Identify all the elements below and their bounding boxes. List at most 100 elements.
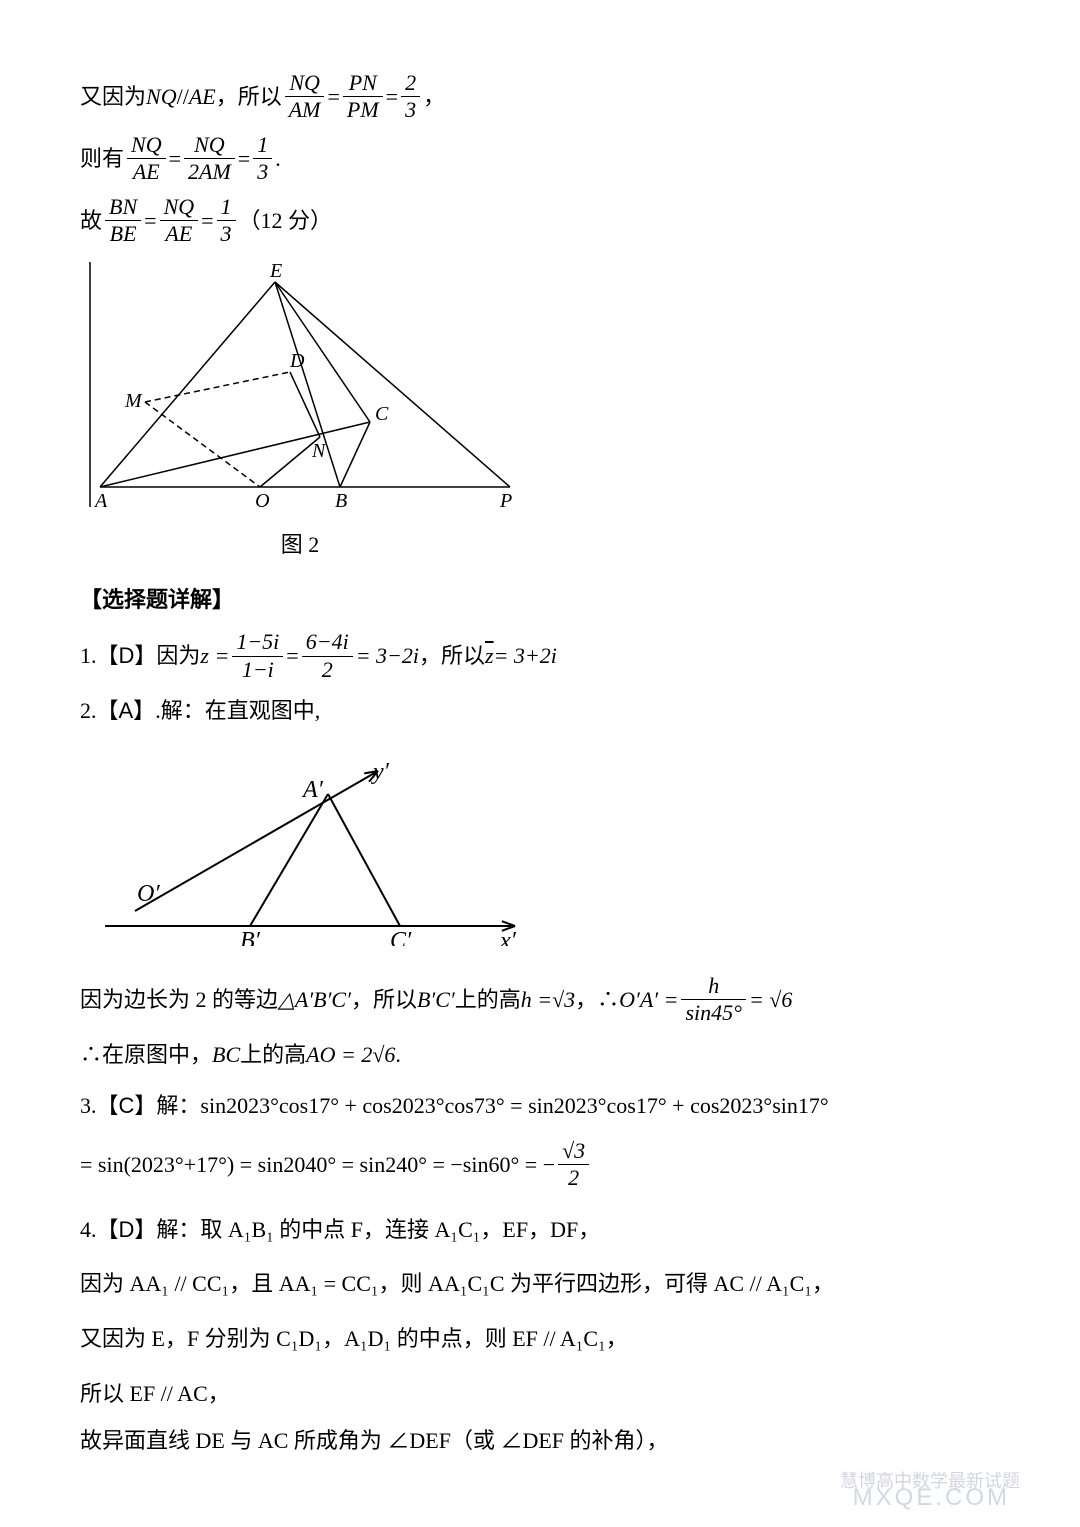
triangle: △A′B′C′ xyxy=(278,980,351,1020)
period: . xyxy=(395,1035,401,1075)
comma: ， xyxy=(423,77,445,117)
proof-line-2: 则有 NQAE = NQ2AM = 13 . xyxy=(80,132,1000,186)
q-label: 4. xyxy=(80,1210,97,1250)
expr: sin2023°cos17° + cos2023°cos73° = sin202… xyxy=(200,1086,828,1126)
svg-text:C: C xyxy=(375,403,389,425)
text: 因为 xyxy=(156,636,200,676)
h-eq: h = xyxy=(521,980,552,1020)
q-answer: 【A】 xyxy=(97,691,156,731)
question-1: 1. 【D】 因为 z = 1−5i1−i = 6−4i2 = 3−2i ，所以… xyxy=(80,629,1000,683)
fraction: NQAM xyxy=(285,70,325,124)
eq: = xyxy=(144,201,156,241)
oa: O′A′ = xyxy=(619,980,678,1020)
text: 又因为 E，F 分别为 C₁D₁，A₁D₁ 的中点，则 EF // A₁C₁， xyxy=(80,1319,628,1359)
question-4-line-5: 故异面直线 DE 与 AC 所成角为 ∠DEF（或 ∠DEF 的补角）， xyxy=(80,1421,1000,1461)
text: 解：取 A₁B₁ 的中点 F，连接 A₁C₁，EF，DF， xyxy=(156,1210,600,1250)
proof-line-1: 又因为 NQ // AE ，所以 NQAM = PNPM = 23 ， xyxy=(80,70,1000,124)
svg-text:Q: Q xyxy=(255,490,270,507)
text: 则有 xyxy=(80,139,124,179)
svg-text:x′: x′ xyxy=(499,928,517,946)
period: . xyxy=(275,139,281,179)
q-label: 1. xyxy=(80,636,97,676)
section-header: 【选择题详解】 xyxy=(80,580,1000,620)
eq: = xyxy=(238,139,250,179)
var-ae: AE xyxy=(189,77,216,117)
question-2-line-2: 因为边长为 2 的等边 △A′B′C′ ，所以 B′C′ 上的高 h = √3 … xyxy=(80,973,1000,1027)
eq: = xyxy=(169,139,181,179)
question-2-line-3: ∴在原图中， BC 上的高 AO = 2√6 . xyxy=(80,1035,1000,1075)
eq: = xyxy=(386,77,398,117)
text: 上的高 xyxy=(455,980,521,1020)
text: 因为边长为 2 的等边 xyxy=(80,980,278,1020)
parallel: // xyxy=(177,77,189,117)
svg-text:A: A xyxy=(93,490,108,507)
fraction: NQAE xyxy=(160,194,199,248)
question-4-line-4: 所以 EF // AC， xyxy=(80,1374,1000,1414)
svg-text:B: B xyxy=(335,490,347,507)
question-3-line-1: 3. 【C】 解： sin2023°cos17° + cos2023°cos73… xyxy=(80,1086,1000,1126)
bc: B′C′ xyxy=(417,980,455,1020)
question-4-line-2: 因为 AA₁ // CC₁，且 AA₁ = CC₁，则 AA₁C₁C 为平行四边… xyxy=(80,1264,1000,1304)
svg-text:A′: A′ xyxy=(301,777,324,803)
text: ，所以 xyxy=(419,636,485,676)
text: ，所以 xyxy=(351,980,417,1020)
sqrt3: √3 xyxy=(552,980,575,1020)
text: 所以 EF // AC， xyxy=(80,1374,230,1414)
q-answer: 【D】 xyxy=(97,636,157,676)
fraction: BNBE xyxy=(105,194,141,248)
q-label: 2. xyxy=(80,691,97,731)
fraction: 13 xyxy=(217,194,236,248)
fraction: 13 xyxy=(253,132,272,186)
svg-text:C′: C′ xyxy=(390,928,412,946)
ao: AO = 2√6 xyxy=(306,1035,395,1075)
fraction: NQAE xyxy=(127,132,166,186)
watermark-2: MXQE.COM xyxy=(853,1476,1010,1519)
result: = 3−2i xyxy=(356,636,419,676)
text: 解： xyxy=(156,1086,200,1126)
figure-2-svg: O′B′C′A′x′y′ xyxy=(80,741,540,946)
figure-1: E M D A Q B C P N xyxy=(80,262,1000,520)
figure-1-caption: 图 2 xyxy=(80,525,520,565)
eq: = xyxy=(327,77,339,117)
text: .解：在直观图中, xyxy=(155,691,320,731)
svg-text:E: E xyxy=(269,262,282,282)
zbar-result: = 3+2i xyxy=(494,636,557,676)
question-2-line-1: 2. 【A】 .解：在直观图中, xyxy=(80,691,1000,731)
z-eq: z = xyxy=(200,636,229,676)
bc2: BC xyxy=(212,1035,240,1075)
svg-text:P: P xyxy=(499,490,512,507)
fraction: PNPM xyxy=(343,70,383,124)
fraction: NQ2AM xyxy=(184,132,235,186)
text: ，所以 xyxy=(216,77,282,117)
score: （12 分） xyxy=(239,201,333,241)
text: 因为 AA₁ // CC₁，且 AA₁ = CC₁，则 AA₁C₁C 为平行四边… xyxy=(80,1264,834,1304)
fraction: 23 xyxy=(401,70,420,124)
svg-text:M: M xyxy=(124,390,143,412)
q-label: 3. xyxy=(80,1086,97,1126)
figure-1-svg: E M D A Q B C P N xyxy=(80,262,520,507)
text: 故 xyxy=(80,201,102,241)
fraction: hsin45° xyxy=(681,973,745,1027)
svg-text:D: D xyxy=(289,350,305,372)
fraction: 1−5i1−i xyxy=(232,629,283,683)
therefore: ，∴ xyxy=(575,980,619,1020)
z-bar: z xyxy=(485,636,494,676)
proof-line-3: 故 BNBE = NQAE = 13 （12 分） xyxy=(80,194,1000,248)
fraction: 6−4i2 xyxy=(302,629,353,683)
figure-2: O′B′C′A′x′y′ xyxy=(80,741,1000,959)
question-3-line-2: = sin(2023°+17°) = sin2040° = sin240° = … xyxy=(80,1138,1000,1192)
svg-text:O′: O′ xyxy=(137,881,160,907)
svg-text:N: N xyxy=(311,440,327,462)
expr: = sin(2023°+17°) = sin2040° = sin240° = … xyxy=(80,1145,555,1185)
text: ∴在原图中， xyxy=(80,1035,212,1075)
text: 又因为 xyxy=(80,77,146,117)
fraction: √32 xyxy=(558,1138,589,1192)
eq: = xyxy=(201,201,213,241)
var-nq: NQ xyxy=(146,77,177,117)
text: 上的高 xyxy=(240,1035,306,1075)
sqrt6: = √6 xyxy=(749,980,792,1020)
svg-text:y′: y′ xyxy=(371,759,390,785)
question-4-line-1: 4. 【D】 解：取 A₁B₁ 的中点 F，连接 A₁C₁，EF，DF， xyxy=(80,1210,1000,1250)
question-4-line-3: 又因为 E，F 分别为 C₁D₁，A₁D₁ 的中点，则 EF // A₁C₁， xyxy=(80,1319,1000,1359)
q-answer: 【D】 xyxy=(97,1210,157,1250)
